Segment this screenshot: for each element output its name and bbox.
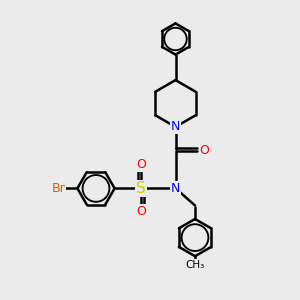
Text: O: O — [200, 144, 209, 157]
Text: S: S — [136, 181, 146, 196]
Text: O: O — [136, 158, 146, 172]
Text: N: N — [171, 182, 180, 195]
Text: O: O — [136, 205, 146, 218]
Text: CH₃: CH₃ — [185, 260, 205, 270]
Text: N: N — [171, 120, 180, 134]
Text: Br: Br — [52, 182, 65, 195]
